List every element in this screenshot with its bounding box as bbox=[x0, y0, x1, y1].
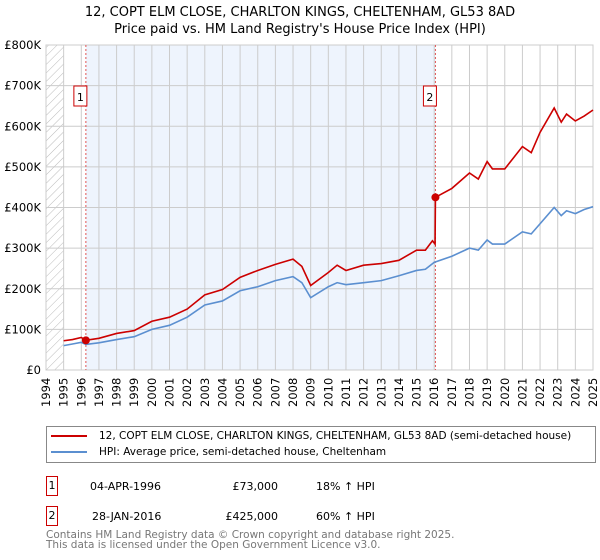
x-tick-label: 2007 bbox=[268, 378, 282, 407]
x-tick-label: 2000 bbox=[145, 378, 159, 407]
subtitle-line: Price paid vs. HM Land Registry's House … bbox=[114, 22, 486, 37]
transaction-row: 1 04-APR-1996 £73,000 18% ↑ HPI bbox=[46, 476, 375, 496]
red-line-swatch bbox=[51, 435, 87, 437]
x-tick-label: 2025 bbox=[586, 378, 600, 407]
marker-badge bbox=[73, 85, 88, 107]
marker-badge: 1 bbox=[46, 476, 58, 496]
x-tick-label: 2006 bbox=[251, 378, 265, 407]
property-price-line bbox=[63, 106, 594, 342]
x-tick-label: 2017 bbox=[445, 378, 459, 407]
legend-label: HPI: Average price, semi-detached house,… bbox=[99, 446, 387, 458]
x-tick-label: 2021 bbox=[515, 378, 529, 407]
x-tick-label: 2018 bbox=[462, 378, 476, 407]
marker-badge bbox=[422, 85, 437, 107]
x-tick-label: 1998 bbox=[110, 378, 124, 407]
x-tick-label: 1999 bbox=[127, 378, 141, 407]
x-tick-label: 1994 bbox=[39, 378, 53, 407]
x-tick-label: 2020 bbox=[498, 378, 512, 407]
transaction-row: 2 28-JAN-2016 £425,000 60% ↑ HPI bbox=[46, 506, 375, 526]
footer: Contains HM Land Registry data © Crown c… bbox=[46, 529, 455, 551]
y-tick-label: £600K bbox=[4, 119, 41, 133]
legend: 12, COPT ELM CLOSE, CHARLTON KINGS, CHEL… bbox=[46, 426, 596, 463]
x-tick-label: 2016 bbox=[427, 378, 441, 407]
y-tick-label: £400K bbox=[4, 201, 41, 215]
x-tick-label: 2014 bbox=[392, 378, 406, 407]
x-tick-label: 2015 bbox=[410, 378, 424, 407]
x-tick-label: 2010 bbox=[321, 378, 335, 407]
date: 28-JAN-2016 bbox=[92, 509, 162, 523]
y-tick-label: £300K bbox=[4, 241, 41, 255]
blue-line-swatch bbox=[51, 451, 87, 453]
y-tick-label: £100K bbox=[4, 322, 41, 336]
x-tick-label: 2022 bbox=[533, 378, 547, 407]
x-tick-label: 2013 bbox=[374, 378, 388, 407]
price: £425,000 bbox=[225, 509, 279, 523]
price: £73,000 bbox=[232, 479, 279, 493]
x-tick-label: 2019 bbox=[480, 378, 494, 407]
x-tick-label: 2011 bbox=[339, 378, 353, 407]
x-tick-label: 1996 bbox=[74, 378, 88, 407]
hpi-change: 60% ↑ HPI bbox=[316, 509, 375, 523]
y-tick-label: £200K bbox=[4, 282, 41, 296]
x-tick-label: 2005 bbox=[233, 378, 247, 407]
x-tick-label: 2023 bbox=[551, 378, 565, 407]
marker-label: 1 bbox=[77, 91, 84, 104]
x-tick-label: 2024 bbox=[568, 378, 582, 407]
hpi-change: 18% ↑ HPI bbox=[316, 479, 375, 493]
marker-badge: 2 bbox=[46, 506, 58, 526]
sale-point bbox=[81, 336, 90, 345]
price-chart: 1994 1995 1996 1997 1998 1999 2000 2001 2002 2003… bbox=[4, 38, 600, 407]
y-tick-label: £800K bbox=[4, 38, 41, 52]
copyright: Contains HM Land Registry data © Crown c… bbox=[46, 529, 455, 541]
x-tick-label: 1997 bbox=[92, 378, 106, 407]
hpi-line bbox=[63, 205, 594, 347]
x-tick-label: 2002 bbox=[180, 378, 194, 407]
legend-item-hpi: HPI: Average price, semi-detached house,… bbox=[51, 446, 386, 458]
legend-item-property: 12, COPT ELM CLOSE, CHARLTON KINGS, CHEL… bbox=[51, 430, 571, 442]
marker-label: 2 bbox=[426, 91, 433, 104]
x-tick-label: 2008 bbox=[286, 378, 300, 407]
y-tick-label: £0 bbox=[26, 363, 41, 377]
x-tick-label: 2004 bbox=[215, 378, 229, 407]
x-tick-label: 2003 bbox=[198, 378, 212, 407]
x-tick-label: 1995 bbox=[57, 378, 71, 407]
x-tick-label: 2009 bbox=[304, 378, 318, 407]
date: 04-APR-1996 bbox=[90, 479, 162, 493]
chart-title: 12, COPT ELM CLOSE, CHARLTON KINGS, CHEL… bbox=[0, 4, 600, 38]
x-tick-label: 2012 bbox=[357, 378, 371, 407]
licence: This data is licensed under the Open Gov… bbox=[46, 539, 381, 551]
x-tick-label: 2001 bbox=[163, 378, 177, 407]
sale-point bbox=[431, 193, 440, 202]
legend-label: 12, COPT ELM CLOSE, CHARLTON KINGS, CHEL… bbox=[99, 430, 572, 442]
title-line: 12, COPT ELM CLOSE, CHARLTON KINGS, CHEL… bbox=[84, 5, 516, 20]
y-tick-label: £700K bbox=[4, 79, 41, 93]
y-tick-label: £500K bbox=[4, 160, 41, 174]
